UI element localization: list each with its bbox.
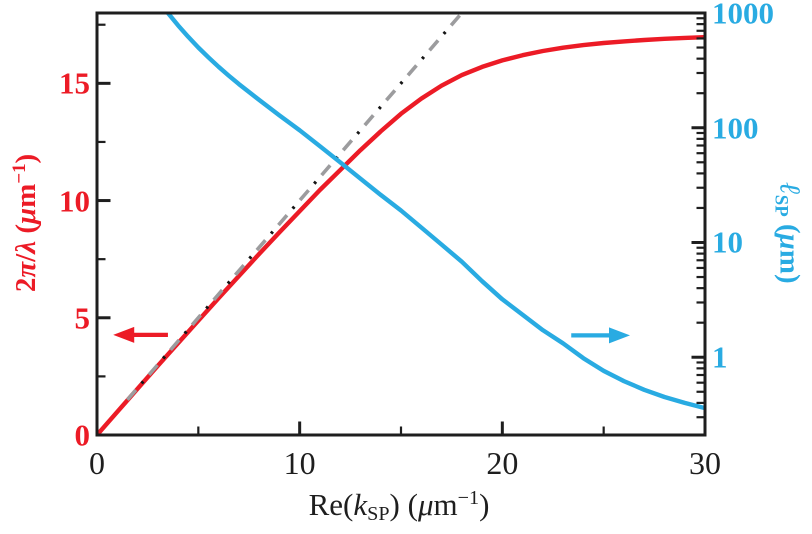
label-part: 2 [10,277,43,293]
y-left-tick-label-10: 10 [59,183,90,219]
y-left-tick-label-5: 5 [74,300,91,336]
label-part: μ [10,207,43,224]
label-part: ℓ [773,182,806,195]
label-part: μ [773,233,806,250]
label-part: / [10,253,43,262]
label-part: m [433,486,458,522]
y-right-tick-label-1000: 1000 [712,0,774,31]
label-part: π [10,261,43,278]
propagation-length-curve [166,14,704,411]
label-part: m [10,183,43,208]
y-left-axis-label: 2π/λ (μm−1) [8,153,43,293]
label-part: ) ( [389,486,418,522]
light-line-dots [126,14,462,401]
y-left-tick-label-15: 15 [59,65,90,101]
right-axis-arrow-head [609,327,631,344]
y-right-tick-label-100: 100 [712,110,759,146]
left-axis-arrow-head [113,326,135,343]
y-right-tick-label-1: 1 [712,339,728,375]
label-part: SP [770,194,792,217]
label-part: −1 [8,163,30,184]
y-right-tick-label-10: 10 [712,224,743,260]
x-tick-label-10: 10 [283,445,316,481]
label-part: ) [773,273,806,284]
x-tick-label-0: 0 [89,445,105,481]
x-tick-label-20: 20 [486,445,519,481]
label-part: −1 [457,486,480,509]
x-tick-label-30: 30 [689,445,721,481]
label-part: μ [417,486,434,522]
label-part: ( [10,223,43,241]
label-part: SP [367,502,390,525]
label-part: ( [773,216,806,234]
label-part: ) [479,486,490,522]
spp-dispersion-curve [98,34,704,434]
y-right-axis-label: ℓSP (μm) [770,182,806,284]
plot-frame [95,11,707,437]
y-left-tick-label-0: 0 [74,417,91,453]
label-part: Re( [308,486,354,522]
label-part: ) [10,153,43,164]
label-part: λ [10,240,43,254]
x-axis-label: Re(kSP) (μm−1) [309,488,490,524]
label-part: k [353,486,368,522]
label-part: m [773,249,806,274]
